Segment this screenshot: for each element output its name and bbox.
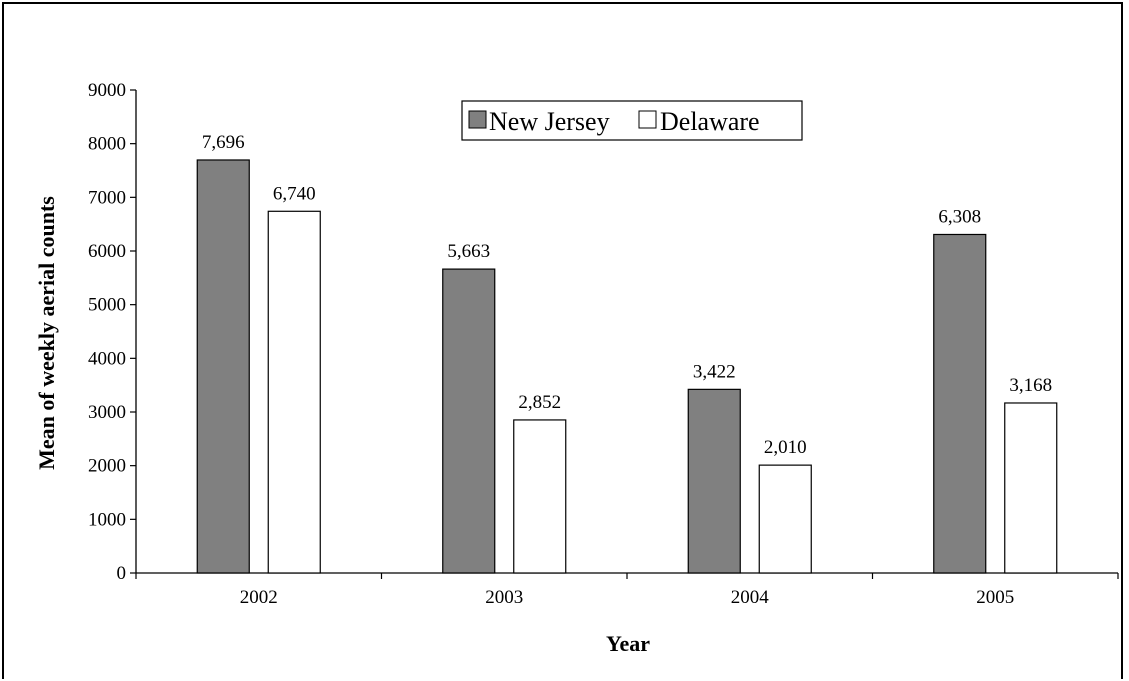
- bar-delaware-2003: [513, 419, 567, 574]
- x-tick-label: 2002: [240, 587, 278, 608]
- x-tick-label: 2005: [976, 587, 1014, 608]
- legend-swatch-delaware: [638, 110, 657, 129]
- legend-box: [461, 100, 803, 141]
- y-axis-title: Mean of weekly aerial counts: [34, 196, 59, 470]
- y-tick-label: 0: [117, 563, 127, 584]
- data-labels: 7,696 5,663 3,422 6,308 6,740 2,852 2,010 3,168: [202, 132, 1052, 458]
- data-label: 5,663: [447, 241, 490, 262]
- bar-delaware-2004: [758, 464, 812, 574]
- y-tick-label: 5000: [88, 295, 126, 316]
- y-tick-label: 3000: [88, 402, 126, 423]
- y-tick-label: 2000: [88, 456, 126, 477]
- y-tick-label: 6000: [88, 241, 126, 262]
- bar-new-jersey-2005: [933, 233, 987, 574]
- x-axis: 2002 2003 2004 2005: [135, 572, 1119, 608]
- data-label: 6,740: [273, 183, 316, 204]
- bars: [196, 159, 1058, 574]
- y-tick-label: 4000: [88, 348, 126, 369]
- data-label: 3,168: [1009, 375, 1052, 396]
- data-label: 7,696: [202, 132, 245, 153]
- data-label: 2,852: [518, 392, 561, 413]
- data-label: 3,422: [693, 361, 736, 382]
- y-tick-label: 8000: [88, 134, 126, 155]
- legend: New Jersey Delaware: [461, 100, 803, 141]
- y-tick-label: 7000: [88, 187, 126, 208]
- y-tick-label: 9000: [88, 80, 126, 101]
- x-axis-title: Year: [606, 631, 650, 656]
- legend-label-delaware: Delaware: [660, 107, 760, 136]
- data-label: 2,010: [764, 437, 807, 458]
- legend-label-new-jersey: New Jersey: [489, 107, 610, 136]
- x-tick-label: 2003: [485, 587, 523, 608]
- bar-new-jersey-2003: [442, 268, 496, 574]
- data-label: 6,308: [938, 206, 981, 227]
- y-tick-label: 1000: [88, 509, 126, 530]
- bar-delaware-2005: [1004, 402, 1058, 574]
- x-tick-label: 2004: [731, 587, 770, 608]
- legend-swatch-new-jersey: [468, 110, 487, 129]
- bar-delaware-2002: [267, 210, 321, 574]
- bar-new-jersey-2002: [196, 159, 250, 574]
- y-axis: 0 1000 2000 3000 4000 5000 6000 7000 8000 9000: [88, 80, 137, 584]
- bar-new-jersey-2004: [687, 388, 741, 574]
